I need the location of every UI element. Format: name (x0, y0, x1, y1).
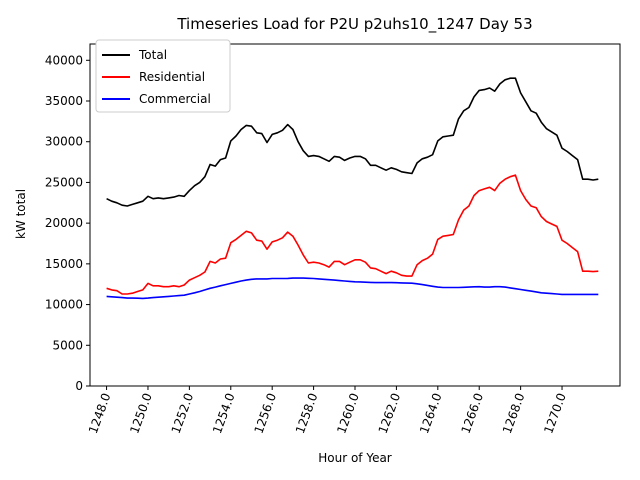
y-tick-label: 20000 (45, 216, 83, 230)
y-tick-label: 0 (75, 379, 83, 393)
legend: Total Residential Commercial (95, 39, 231, 113)
series-line-residential (106, 174, 599, 295)
y-tick-label: 10000 (45, 298, 83, 312)
y-tick-label: 15000 (45, 257, 83, 271)
series-line-commercial (106, 277, 599, 300)
series-layer (106, 77, 599, 300)
y-axis-label: kW total (14, 189, 28, 239)
x-axis-label: Hour of Year (318, 451, 392, 465)
y-axis: 0 5000 10000 15000 20000 25000 30000 35000 40000 (45, 53, 90, 393)
legend-label-total: Total (138, 48, 167, 62)
chart-title: Timeseries Load for P2U p2uhs10_1247 Day… (176, 15, 532, 34)
legend-label-commercial: Commercial (139, 92, 211, 106)
y-tick-label: 5000 (52, 338, 83, 352)
legend-box (95, 39, 231, 113)
legend-label-residential: Residential (139, 70, 205, 84)
series-line-total (106, 77, 599, 207)
y-tick-label: 40000 (45, 53, 83, 67)
y-tick-label: 30000 (45, 135, 83, 149)
y-tick-label: 25000 (45, 175, 83, 189)
y-tick-label: 35000 (45, 94, 83, 108)
